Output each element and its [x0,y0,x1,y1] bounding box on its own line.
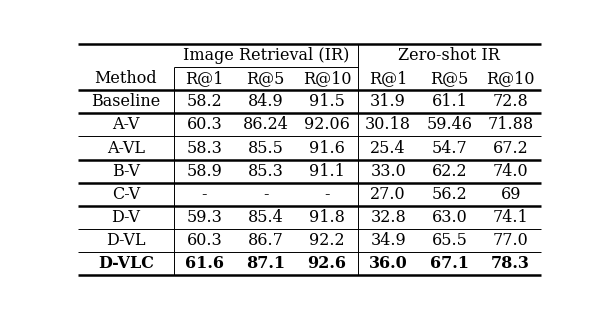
Text: R@10: R@10 [486,70,535,87]
Text: R@5: R@5 [430,70,469,87]
Text: 36.0: 36.0 [369,255,408,272]
Text: 58.2: 58.2 [187,93,222,110]
Text: 60.3: 60.3 [187,232,222,249]
Text: 27.0: 27.0 [370,186,406,203]
Text: 74.0: 74.0 [493,163,528,179]
Text: 31.9: 31.9 [370,93,406,110]
Text: 63.0: 63.0 [431,209,467,226]
Text: Method: Method [95,70,157,87]
Text: 91.8: 91.8 [309,209,345,226]
Text: R@1: R@1 [369,70,407,87]
Text: 92.6: 92.6 [307,255,347,272]
Text: 54.7: 54.7 [431,140,467,156]
Text: 56.2: 56.2 [431,186,467,203]
Text: 61.1: 61.1 [431,93,467,110]
Text: 91.5: 91.5 [309,93,345,110]
Text: 69: 69 [500,186,521,203]
Text: 84.9: 84.9 [248,93,283,110]
Text: 65.5: 65.5 [431,232,467,249]
Text: 86.7: 86.7 [248,232,284,249]
Text: Zero-shot IR: Zero-shot IR [399,47,500,64]
Text: 85.3: 85.3 [248,163,284,179]
Text: Baseline: Baseline [91,93,161,110]
Text: 78.3: 78.3 [491,255,530,272]
Text: D-VL: D-VL [106,232,146,249]
Text: C-V: C-V [112,186,140,203]
Text: 86.24: 86.24 [243,116,289,133]
Text: A-VL: A-VL [107,140,145,156]
Text: -: - [324,186,330,203]
Text: B-V: B-V [112,163,140,179]
Text: 72.8: 72.8 [493,93,528,110]
Text: 25.4: 25.4 [370,140,406,156]
Text: 85.5: 85.5 [248,140,284,156]
Text: 33.0: 33.0 [370,163,406,179]
Text: 34.9: 34.9 [370,232,406,249]
Text: 59.46: 59.46 [426,116,472,133]
Text: 91.6: 91.6 [309,140,345,156]
Text: 58.3: 58.3 [187,140,222,156]
Text: A-V: A-V [112,116,140,133]
Text: 92.2: 92.2 [309,232,345,249]
Text: 71.88: 71.88 [487,116,534,133]
Text: R@10: R@10 [303,70,351,87]
Text: 58.9: 58.9 [187,163,222,179]
Text: 92.06: 92.06 [304,116,350,133]
Text: 67.1: 67.1 [430,255,469,272]
Text: 61.6: 61.6 [185,255,224,272]
Text: 67.2: 67.2 [493,140,528,156]
Text: 77.0: 77.0 [493,232,528,249]
Text: 32.8: 32.8 [370,209,406,226]
Text: 74.1: 74.1 [493,209,528,226]
Text: -: - [202,186,207,203]
Text: R@1: R@1 [185,70,223,87]
Text: 62.2: 62.2 [432,163,467,179]
Text: 91.1: 91.1 [309,163,345,179]
Text: R@5: R@5 [246,70,285,87]
Text: 30.18: 30.18 [365,116,411,133]
Text: -: - [263,186,268,203]
Text: 85.4: 85.4 [248,209,283,226]
Text: D-VLC: D-VLC [98,255,154,272]
Text: 87.1: 87.1 [246,255,285,272]
Text: D-V: D-V [111,209,140,226]
Text: 60.3: 60.3 [187,116,222,133]
Text: Image Retrieval (IR): Image Retrieval (IR) [182,47,349,64]
Text: 59.3: 59.3 [187,209,222,226]
